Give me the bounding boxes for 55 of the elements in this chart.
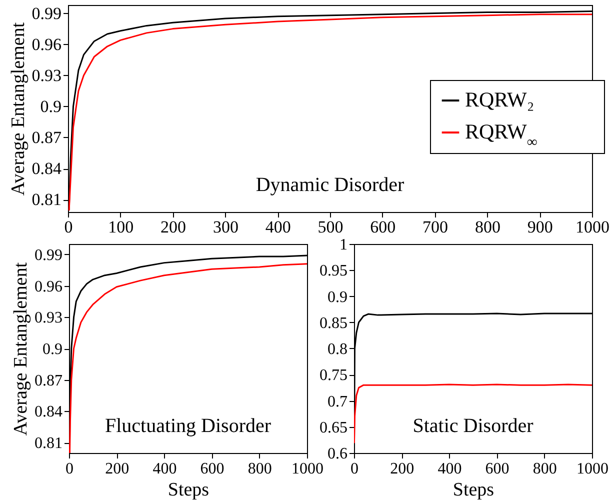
legend-label: RQRW₂ <box>465 88 534 112</box>
x-tick-label: 800 <box>532 460 557 478</box>
x-tick-label: 800 <box>474 218 500 236</box>
y-tick-label: 0.75 <box>320 367 348 384</box>
y-tick-label: 0.81 <box>34 435 62 452</box>
y-tick-label: 0.87 <box>32 128 62 147</box>
y-tick-label: 0.93 <box>34 310 62 327</box>
x-tick-label: 700 <box>422 218 448 236</box>
x-tick-label: 600 <box>485 460 510 478</box>
y-tick-label: 0.65 <box>320 419 348 436</box>
x-axis-title: Steps <box>452 480 494 500</box>
y-axis-title: Average Entanglement <box>10 262 32 436</box>
annotation: Fluctuating Disorder <box>104 415 272 437</box>
x-axis-title: Steps <box>168 480 210 500</box>
y-tick-label: 0.96 <box>34 278 62 296</box>
legend-label: RQRW$_{∞}$ <box>465 120 538 150</box>
y-tick-label: 0.99 <box>34 246 62 264</box>
y-tick-label: 0.96 <box>32 34 62 54</box>
y-tick-label: 1 <box>340 236 348 254</box>
x-tick-label: 1000 <box>576 460 608 478</box>
x-tick-label: 900 <box>527 218 553 236</box>
x-tick-label: 200 <box>160 218 186 236</box>
y-tick-label: 0.7 <box>328 393 348 410</box>
x-tick-label: 400 <box>152 460 177 478</box>
y-tick-label: 0.9 <box>328 288 348 306</box>
y-tick-label: 0.6 <box>328 446 348 462</box>
x-tick-label: 200 <box>105 460 130 478</box>
y-axis-title: Average Entanglement <box>8 22 29 196</box>
y-tick-label: 0.9 <box>42 341 62 358</box>
y-tick-label: 0.84 <box>34 404 62 421</box>
y-tick-label: 0.8 <box>328 341 348 358</box>
annotation: Dynamic Disorder <box>256 174 404 196</box>
y-tick-label: 0.9 <box>40 96 62 116</box>
x-tick-label: 600 <box>200 460 224 478</box>
y-tick-label: 0.87 <box>34 372 62 390</box>
x-tick-label: 600 <box>370 218 396 236</box>
y-tick-label: 0.93 <box>32 66 62 85</box>
x-tick-label: 1000 <box>292 460 324 478</box>
x-tick-label: 100 <box>108 218 134 236</box>
x-tick-label: 400 <box>438 460 462 478</box>
annotation: Static Disorder <box>412 415 534 437</box>
x-tick-label: 300 <box>212 218 238 236</box>
y-tick-label: 0.99 <box>32 4 62 23</box>
y-tick-label: 0.85 <box>320 314 348 332</box>
y-tick-label: 0.81 <box>32 190 62 210</box>
x-tick-label: 500 <box>318 218 344 236</box>
x-tick-label: 400 <box>265 218 291 236</box>
x-tick-label: 0 <box>350 460 358 478</box>
x-tick-label: 200 <box>390 460 414 478</box>
y-tick-label: 0.84 <box>32 159 62 178</box>
x-tick-label: 800 <box>248 460 272 478</box>
y-tick-label: 0.95 <box>320 262 348 280</box>
x-tick-label: 0 <box>64 218 73 236</box>
x-tick-label: 0 <box>66 460 74 478</box>
x-tick-label: 1000 <box>576 218 610 236</box>
